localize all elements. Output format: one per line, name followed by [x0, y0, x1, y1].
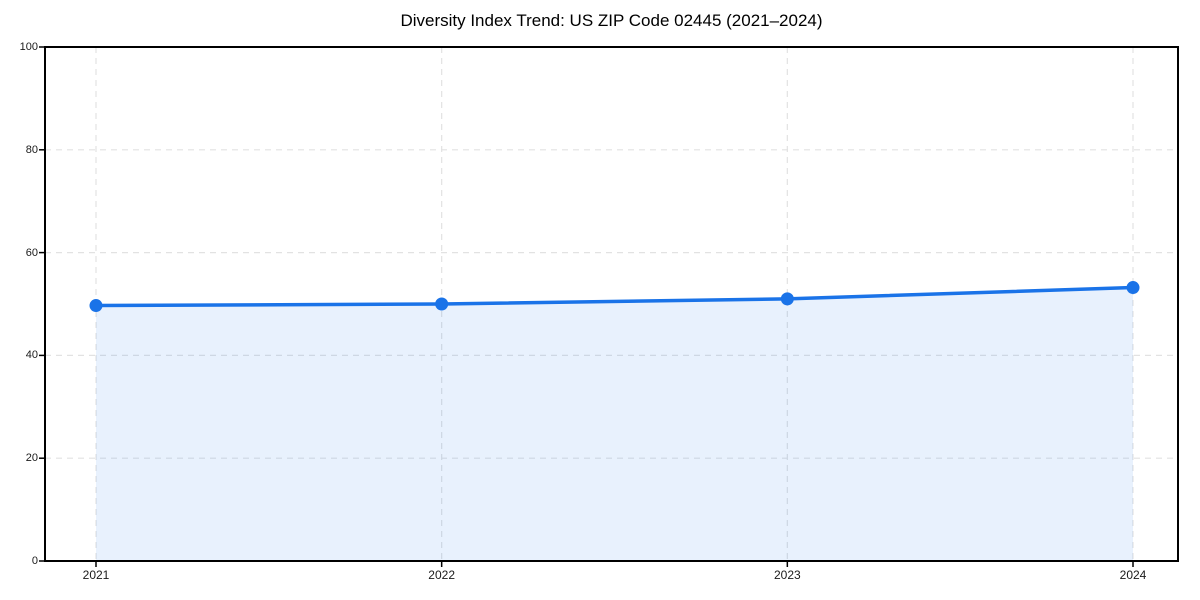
- axis-frame: [44, 46, 1179, 562]
- y-tick-label: 0: [31, 555, 38, 567]
- y-tick-label: 100: [19, 41, 38, 53]
- y-tick-label: 40: [25, 349, 38, 362]
- data-point-marker: [1126, 281, 1140, 295]
- plot-area: [39, 46, 1179, 567]
- y-tick-label: 60: [25, 246, 38, 259]
- axis-ticks: [39, 46, 1134, 567]
- data-point-marker: [89, 299, 103, 313]
- trend-line: [94, 285, 1135, 308]
- data-point-marker: [435, 297, 449, 311]
- x-tick-label: 2021: [82, 568, 110, 582]
- data-point-marker: [780, 292, 794, 306]
- y-tick-label: 80: [25, 143, 38, 156]
- area-fill: [96, 287, 1133, 561]
- x-tick-label: 2024: [1119, 568, 1147, 582]
- chart-title: Diversity Index Trend: US ZIP Code 02445…: [400, 11, 823, 30]
- x-tick-label: 2022: [428, 568, 456, 582]
- y-tick-label: 20: [25, 452, 38, 465]
- x-tick-label: 2023: [773, 568, 801, 582]
- data-point-markers: [89, 281, 1140, 313]
